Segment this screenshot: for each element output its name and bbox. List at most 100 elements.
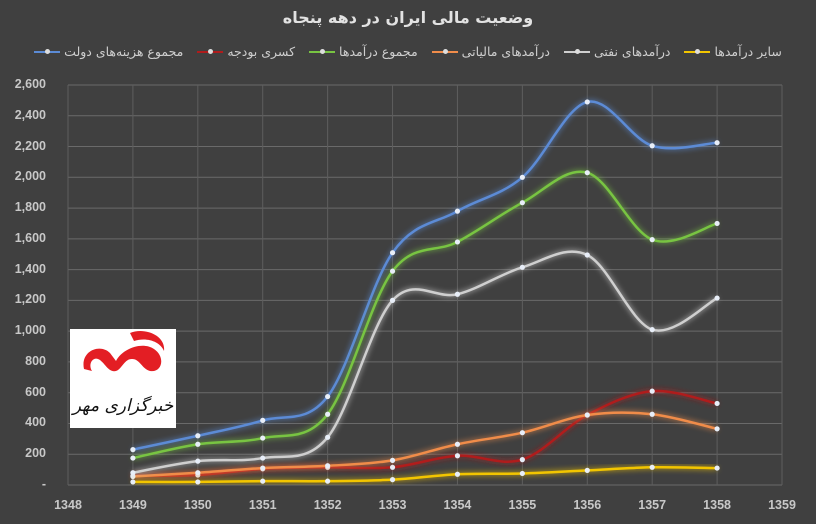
x-tick-label: 1358	[703, 498, 731, 512]
legend-swatch-icon	[197, 49, 224, 54]
data-point	[714, 426, 720, 432]
y-tick-label: 1,200	[14, 292, 46, 307]
chart-legend: سایر درآمدها درآمدهای نفتی درآمدهای مالیات…	[34, 44, 782, 59]
x-tick-label: 1353	[378, 498, 407, 512]
data-point	[519, 174, 525, 180]
data-point	[649, 143, 655, 149]
data-point	[714, 140, 720, 146]
data-point	[260, 435, 266, 441]
data-point	[519, 200, 525, 206]
y-tick-label: 2,600	[14, 77, 46, 91]
data-point	[195, 479, 201, 485]
y-tick-label: 1,600	[14, 230, 46, 245]
data-point	[454, 291, 461, 297]
series-line	[130, 99, 720, 453]
legend-swatch-icon	[309, 49, 336, 54]
data-point	[649, 327, 655, 333]
data-point	[130, 455, 136, 461]
legend-item: مجموع هزینه‌های دولت	[34, 44, 183, 59]
data-point	[195, 441, 201, 447]
data-point	[584, 99, 590, 105]
data-point	[454, 471, 461, 477]
data-point	[260, 455, 266, 461]
legend-item: کسری بودجه	[197, 44, 295, 59]
data-point	[454, 208, 461, 214]
legend-label: مجموع هزینه‌های دولت	[64, 44, 184, 59]
y-tick-label: -	[41, 477, 46, 491]
data-point	[454, 239, 461, 245]
data-point	[649, 388, 655, 394]
x-tick-label: 1348	[54, 498, 82, 512]
legend-label: درآمدهای مالیاتی	[461, 44, 550, 59]
y-tick-label: 1,000	[14, 323, 46, 338]
y-tick-label: 200	[25, 446, 46, 461]
data-point	[519, 264, 525, 270]
y-tick-label: 1,400	[14, 261, 46, 276]
data-point	[519, 457, 525, 463]
data-point	[454, 441, 461, 447]
data-point	[454, 453, 461, 459]
legend-item: درآمدهای مالیاتی	[431, 44, 550, 59]
legend-item: مجموع درآمدها	[309, 44, 418, 59]
data-point	[130, 470, 136, 476]
data-point	[195, 470, 201, 476]
data-point	[714, 220, 720, 227]
x-tick-label: 1354	[443, 498, 472, 512]
data-point	[584, 467, 590, 473]
y-tick-label: 2,400	[14, 107, 46, 122]
x-tick-label: 1359	[768, 498, 796, 512]
series-line	[130, 250, 720, 476]
data-point	[130, 447, 136, 453]
legend-item: سایر درآمدها	[684, 44, 782, 59]
logo-mark-icon	[83, 345, 162, 372]
x-tick-label: 1350	[183, 498, 212, 512]
legend-item: درآمدهای نفتی	[563, 44, 671, 59]
x-tick-label: 1352	[313, 498, 342, 512]
x-tick-label: 1356	[573, 498, 602, 512]
data-point	[130, 479, 136, 485]
data-point	[649, 464, 655, 470]
data-point	[389, 457, 396, 463]
data-point	[325, 411, 331, 417]
logo-text: خبرگزاری مهر	[71, 395, 174, 416]
data-point	[389, 464, 396, 470]
chart-title: وضعیت مالی ایران در دهه پنجاه	[282, 8, 534, 27]
data-point	[195, 458, 201, 464]
legend-swatch-icon	[684, 49, 711, 54]
data-point	[714, 295, 720, 301]
data-point	[195, 433, 201, 439]
data-point	[325, 393, 331, 400]
legend-swatch-icon	[34, 49, 61, 54]
gridlines	[67, 84, 783, 486]
series-line	[130, 411, 720, 480]
x-tick-label: 1351	[248, 498, 277, 512]
legend-label: کسری بودجه	[227, 44, 296, 59]
y-tick-label: 1,800	[14, 200, 46, 215]
data-point	[389, 250, 396, 256]
legend-label: درآمدهای نفتی	[593, 44, 671, 59]
series-line	[130, 170, 720, 461]
legend-swatch-icon	[563, 49, 590, 54]
data-point	[325, 434, 331, 440]
x-tick-label: 1349	[119, 498, 147, 512]
data-point	[584, 170, 590, 176]
data-point	[649, 411, 655, 417]
data-point	[519, 470, 525, 477]
data-point	[649, 237, 655, 243]
x-tick-label: 1357	[638, 498, 667, 512]
data-point	[714, 465, 720, 471]
y-tick-label: 800	[25, 353, 46, 368]
y-tick-label: 600	[25, 384, 46, 399]
data-point	[325, 478, 331, 484]
data-point	[389, 477, 396, 483]
x-tick-label: 1355	[508, 498, 537, 512]
series-line	[130, 388, 720, 479]
legend-swatch-icon	[431, 49, 458, 54]
data-point	[519, 430, 525, 436]
data-point	[389, 297, 396, 303]
series-line	[130, 464, 720, 485]
data-point	[260, 417, 266, 423]
y-tick-label: 2,200	[14, 138, 46, 153]
y-tick-label: 400	[25, 415, 46, 430]
data-point	[584, 252, 590, 258]
